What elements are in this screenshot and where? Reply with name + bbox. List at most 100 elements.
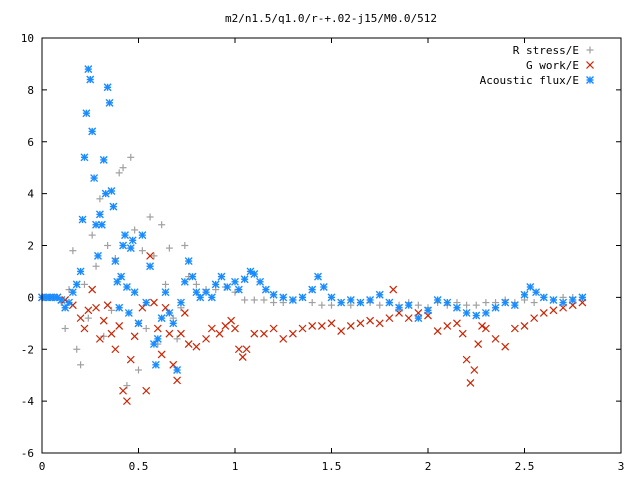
data-point-plus bbox=[77, 361, 85, 369]
data-point-star bbox=[217, 272, 226, 281]
data-point-cross bbox=[231, 324, 239, 333]
data-point-star bbox=[88, 127, 97, 136]
data-point-star bbox=[240, 275, 249, 284]
x-tick-label: 1.5 bbox=[322, 460, 342, 473]
data-point-star bbox=[130, 288, 139, 297]
data-point-cross bbox=[84, 306, 93, 315]
data-point-plus bbox=[463, 301, 471, 309]
data-point-star bbox=[95, 210, 104, 219]
data-point-star bbox=[93, 251, 102, 260]
data-point-star bbox=[549, 295, 558, 304]
data-point-plus bbox=[173, 335, 181, 343]
data-point-cross bbox=[99, 316, 108, 325]
data-point-star bbox=[231, 277, 239, 286]
data-point-star bbox=[86, 75, 95, 84]
y-tick-label: 0 bbox=[27, 291, 34, 304]
y-tick-label: -2 bbox=[21, 343, 34, 356]
x-tick-label: 0 bbox=[39, 460, 46, 473]
data-point-star bbox=[356, 298, 365, 307]
data-point-star bbox=[176, 298, 185, 307]
data-point-cross bbox=[227, 316, 236, 325]
data-point-star bbox=[184, 257, 193, 266]
data-point-cross bbox=[327, 319, 336, 328]
y-tick-label: 8 bbox=[27, 84, 34, 97]
data-point-star bbox=[385, 298, 394, 307]
data-point-cross bbox=[404, 314, 413, 323]
data-point-star bbox=[120, 231, 129, 240]
data-point-star bbox=[433, 295, 442, 304]
data-point-cross bbox=[95, 334, 104, 343]
data-point-star bbox=[414, 314, 423, 323]
legend-label: G work/E bbox=[526, 59, 579, 72]
data-point-star bbox=[76, 267, 85, 276]
data-point-cross bbox=[389, 285, 398, 294]
data-point-cross bbox=[173, 376, 182, 385]
data-marks bbox=[38, 65, 587, 406]
data-point-cross bbox=[234, 345, 243, 354]
data-point-star bbox=[124, 308, 133, 317]
data-point-star bbox=[97, 220, 106, 229]
data-point-cross bbox=[153, 324, 162, 333]
series-plus bbox=[38, 153, 586, 390]
data-point-star bbox=[261, 285, 270, 294]
data-point-star bbox=[105, 98, 114, 107]
data-point-star bbox=[142, 298, 151, 307]
data-point-cross bbox=[88, 285, 97, 294]
data-point-cross bbox=[470, 366, 479, 374]
data-point-cross bbox=[366, 316, 375, 325]
x-tick-label: 0.5 bbox=[129, 460, 149, 473]
data-point-cross bbox=[138, 303, 147, 312]
data-point-star bbox=[128, 236, 137, 245]
data-point-plus bbox=[73, 345, 81, 353]
data-point-cross bbox=[260, 329, 268, 338]
data-point-cross bbox=[192, 342, 201, 351]
data-point-plus bbox=[115, 169, 123, 177]
data-point-star bbox=[157, 314, 166, 323]
data-point-cross bbox=[478, 321, 486, 330]
x-tick-label: 2 bbox=[425, 460, 432, 473]
data-point-cross bbox=[269, 324, 278, 333]
data-point-cross bbox=[165, 329, 174, 338]
legend-marker-star bbox=[586, 76, 594, 84]
data-point-plus bbox=[131, 226, 139, 234]
data-point-cross bbox=[92, 303, 100, 312]
data-point-cross bbox=[76, 314, 85, 323]
chart-title: m2/n1.5/q1.0/r-+.02-j15/M0.0/512 bbox=[225, 12, 437, 25]
data-point-star bbox=[366, 295, 375, 304]
data-point-star bbox=[138, 231, 147, 240]
data-point-star bbox=[578, 293, 587, 302]
data-point-star bbox=[165, 308, 174, 317]
data-point-star bbox=[173, 366, 182, 374]
data-point-plus bbox=[250, 296, 258, 304]
data-point-cross bbox=[356, 319, 365, 328]
data-point-cross bbox=[462, 355, 471, 364]
data-point-cross bbox=[474, 340, 483, 348]
data-point-cross bbox=[375, 319, 384, 328]
data-point-plus bbox=[92, 262, 100, 270]
x-tick-label: 3 bbox=[618, 460, 625, 473]
data-point-cross bbox=[215, 329, 224, 338]
data-point-star bbox=[82, 109, 91, 118]
x-tick-label: 2.5 bbox=[515, 460, 535, 473]
data-point-star bbox=[452, 303, 461, 312]
data-point-cross bbox=[433, 327, 442, 336]
data-point-plus bbox=[308, 299, 316, 307]
data-point-cross bbox=[207, 324, 216, 333]
data-point-star bbox=[57, 295, 66, 304]
data-point-cross bbox=[520, 321, 529, 330]
data-point-cross bbox=[298, 324, 307, 333]
data-point-cross bbox=[115, 321, 124, 330]
data-point-star bbox=[117, 272, 126, 281]
data-point-star bbox=[308, 285, 317, 294]
data-point-cross bbox=[107, 329, 116, 338]
legend: R stress/E G work/E Acoustic flux/E bbox=[480, 44, 594, 87]
data-point-plus bbox=[231, 288, 239, 296]
data-point-star bbox=[559, 298, 568, 307]
data-point-cross bbox=[80, 324, 89, 333]
series-star bbox=[38, 65, 587, 374]
data-point-star bbox=[424, 306, 432, 315]
data-point-star bbox=[395, 303, 404, 312]
data-point-cross bbox=[385, 314, 394, 323]
data-point-star bbox=[126, 244, 135, 253]
